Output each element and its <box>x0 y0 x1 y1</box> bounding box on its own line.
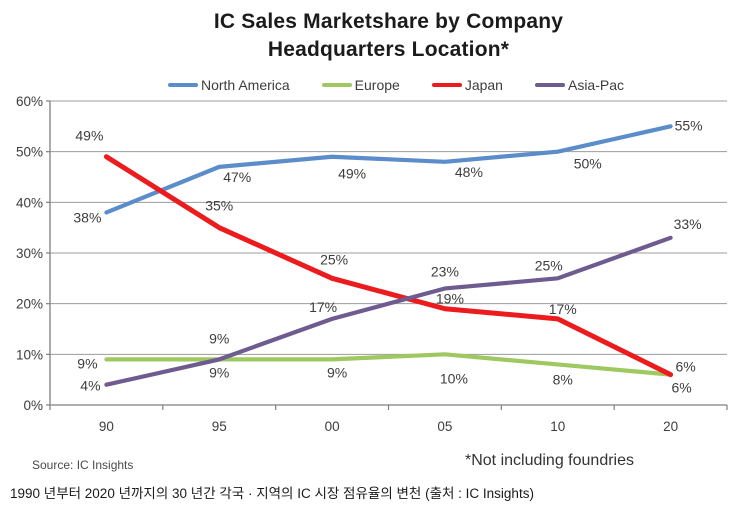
legend-label-japan: Japan <box>464 77 503 93</box>
x-tick-label: 20 <box>663 419 678 434</box>
data-labels-asia-pac: 4% 9% 17% 23% 25% 33% <box>80 216 701 394</box>
data-label: 25% <box>535 257 563 273</box>
data-label: 55% <box>675 117 703 133</box>
data-label: 17% <box>549 301 577 317</box>
y-axis-labels: 0% 10% 20% 30% 40% 50% 60% <box>16 94 43 413</box>
data-label: 9% <box>209 364 229 380</box>
data-label: 23% <box>431 263 459 279</box>
data-label: 19% <box>436 291 464 307</box>
chart-title-line1: IC Sales Marketshare by Company <box>213 10 564 33</box>
y-tick-label: 60% <box>16 94 43 109</box>
korean-caption: 1990 년부터 2020 년까지의 30 년간 각국 · 지역의 IC 시장 … <box>10 486 534 501</box>
y-tick-label: 40% <box>16 195 43 210</box>
x-tick-label: 95 <box>212 419 227 434</box>
legend-swatch-europe <box>321 83 352 87</box>
legend-swatch-north-america <box>167 83 198 87</box>
chart-figure: 0% 10% 20% 30% 40% 50% 60% 90 95 00 05 10 20 38% 47% 49… <box>16 8 732 434</box>
legend-label-asia-pac: Asia-Pac <box>567 77 625 93</box>
series-line-north-america <box>104 124 673 215</box>
x-tick-label: 05 <box>437 419 452 434</box>
legend-swatch-japan <box>431 83 462 87</box>
y-tick-label: 30% <box>16 246 43 261</box>
legend-item-asia-pac: Asia-Pac <box>534 77 625 93</box>
source-label: Source: IC Insights <box>32 458 134 472</box>
x-tick-label: 10 <box>550 419 565 434</box>
legend-item-japan: Japan <box>431 77 503 93</box>
legend-swatch-asia-pac <box>534 83 565 87</box>
foundries-note: *Not including foundries <box>465 452 634 469</box>
y-tick-label: 10% <box>16 347 43 362</box>
data-label: 6% <box>675 359 695 375</box>
data-label: 9% <box>77 355 97 371</box>
y-tick-label: 20% <box>16 297 43 312</box>
legend-item-north-america: North America <box>167 77 290 93</box>
data-label: 9% <box>327 364 347 380</box>
chart-legend: North America Europe Japan Asia-Pac <box>60 77 732 93</box>
data-label: 35% <box>205 198 233 214</box>
data-label: 49% <box>75 128 103 144</box>
x-axis: 90 95 00 05 10 20 <box>49 405 728 434</box>
data-label: 10% <box>440 370 468 386</box>
legend-label-europe: Europe <box>354 77 400 93</box>
legend-label-north-america: North America <box>200 77 290 93</box>
data-labels-japan: 49% 35% 25% 19% 17% 6% <box>75 128 695 375</box>
data-label: 50% <box>574 156 602 172</box>
chart-title-line2: Headquarters Location* <box>267 38 510 61</box>
data-label: 17% <box>309 299 337 315</box>
chart-title: IC Sales Marketshare by Company Headquar… <box>50 8 727 64</box>
x-tick-label: 00 <box>325 419 340 434</box>
series-line-europe <box>104 352 673 377</box>
series-line-asia-pac <box>104 235 673 387</box>
series-line-japan <box>103 154 674 378</box>
x-tick-label: 90 <box>99 419 114 434</box>
data-label: 4% <box>80 378 100 394</box>
data-label: 47% <box>223 169 251 185</box>
data-label: 25% <box>320 251 348 267</box>
y-tick-label: 0% <box>23 398 43 413</box>
data-label: 38% <box>73 209 101 225</box>
data-label: 9% <box>209 330 229 346</box>
data-label: 49% <box>338 166 366 182</box>
data-labels-europe: 9% 9% 9% 10% 8% 6% <box>77 355 691 395</box>
data-label: 48% <box>455 164 483 180</box>
data-labels-north-america: 38% 47% 49% 48% 50% 55% <box>73 117 702 225</box>
data-label: 8% <box>553 371 573 387</box>
data-label: 33% <box>674 216 702 232</box>
y-tick-label: 50% <box>16 145 43 160</box>
legend-item-europe: Europe <box>321 77 400 93</box>
data-label: 6% <box>671 380 691 396</box>
footer-row: Source: IC Insights *Not including found… <box>0 448 732 476</box>
